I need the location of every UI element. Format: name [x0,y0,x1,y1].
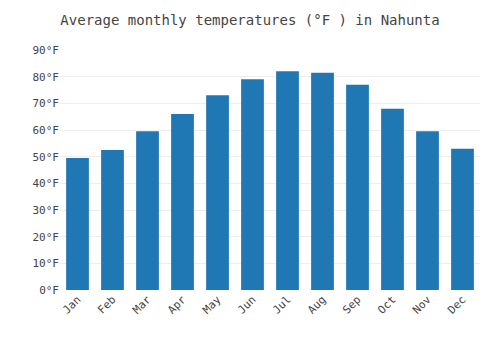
svg-text:10°F: 10°F [33,257,60,270]
svg-text:Jul: Jul [270,293,293,316]
svg-text:20°F: 20°F [33,231,60,244]
svg-text:60°F: 60°F [33,124,60,137]
svg-text:Sep: Sep [340,293,363,316]
svg-text:Average monthly temperatures (: Average monthly temperatures (°F ) in Na… [60,12,439,28]
svg-text:Aug: Aug [305,293,328,316]
svg-text:Oct: Oct [375,293,398,316]
svg-text:50°F: 50°F [33,151,60,164]
svg-text:Jun: Jun [235,293,258,316]
svg-text:May: May [200,293,224,317]
svg-text:30°F: 30°F [33,204,60,217]
svg-text:70°F: 70°F [33,97,60,110]
svg-text:Jan: Jan [60,293,83,316]
svg-text:Apr: Apr [165,293,189,317]
svg-text:Mar: Mar [130,293,154,317]
svg-text:0°F: 0°F [39,284,59,297]
svg-text:Nov: Nov [410,293,434,317]
svg-text:80°F: 80°F [33,71,60,84]
svg-text:90°F: 90°F [33,44,60,57]
svg-text:40°F: 40°F [33,177,60,190]
svg-text:Dec: Dec [445,293,468,316]
svg-text:Feb: Feb [95,293,118,316]
